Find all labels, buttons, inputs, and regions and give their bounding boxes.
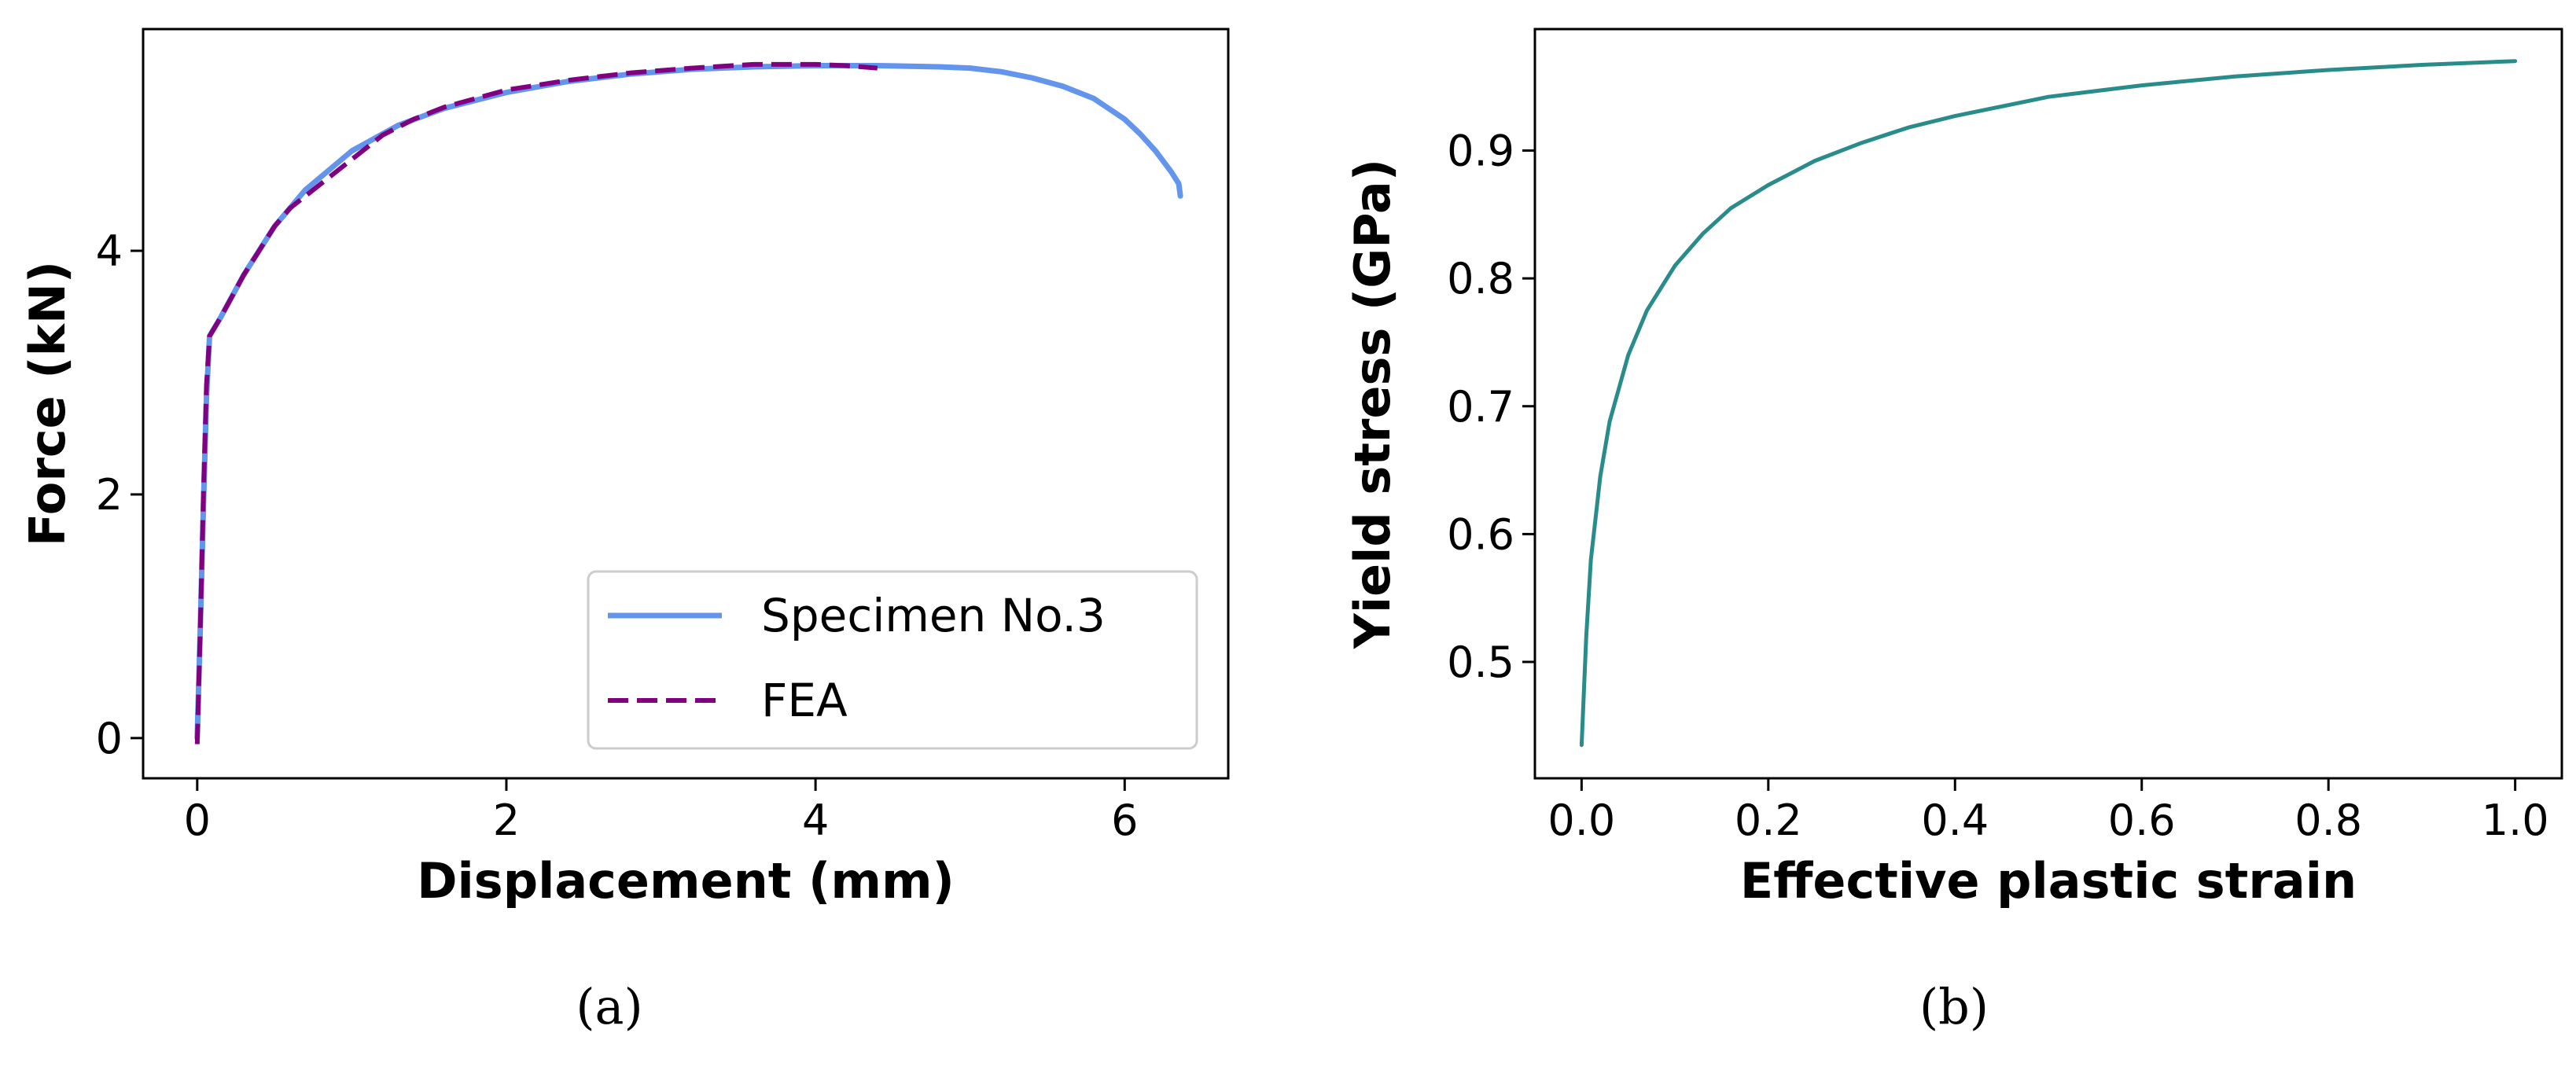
- x-axis-label: Displacement (mm): [417, 852, 955, 910]
- y-tick-label: 0.6: [1447, 509, 1514, 559]
- x-tick-label: 0.0: [1547, 796, 1615, 845]
- x-tick-label: 6: [1111, 796, 1138, 845]
- x-tick-label: 0.8: [2294, 796, 2362, 845]
- legend-entry: FEA: [761, 674, 848, 727]
- x-tick-label: 0.2: [1735, 796, 1802, 845]
- x-tick-label: 0: [184, 796, 211, 845]
- x-tick-label: 1.0: [2482, 796, 2549, 845]
- y-tick-label: 4: [96, 226, 123, 276]
- chart-b-yield-stress-strain: 0.0 0.2 0.4 0.6 0.8 1.0 0.5 0.6 0.7 0.8 0.9 Effecti…: [1344, 28, 2563, 1035]
- legend-box: [587, 570, 1198, 750]
- subfigure-caption: (b): [1919, 978, 1989, 1035]
- x-axis-label: Effective plastic strain: [1740, 852, 2357, 910]
- y-tick-label: 0.9: [1447, 126, 1514, 175]
- x-tick-label: 0.4: [1921, 796, 1989, 845]
- legend: Specimen No.3 FEA: [587, 570, 1198, 750]
- chart-a-force-displacement: 0 2 4 6 0 2 4 Displacement (mm) Force (kN) (a) Spe…: [19, 28, 1230, 1035]
- y-tick-label: 0: [96, 714, 123, 763]
- plot-frame: [1533, 28, 2563, 780]
- y-axis-label: Yield stress (GPa): [1344, 159, 1401, 649]
- x-tick-label: 4: [802, 796, 829, 845]
- y-tick-label: 2: [96, 470, 123, 520]
- y-tick-label: 0.8: [1447, 254, 1514, 303]
- subfigure-caption: (a): [576, 978, 642, 1035]
- x-tick-label: 0.6: [2108, 796, 2176, 845]
- legend-entry: Specimen No.3: [761, 589, 1106, 642]
- y-tick-label: 0.7: [1447, 382, 1514, 432]
- y-axis-label: Force (kN): [19, 261, 76, 546]
- series-line-fea: [194, 61, 878, 744]
- series-line-yield-curve: [1579, 59, 2518, 748]
- y-tick-label: 0.5: [1447, 638, 1514, 687]
- x-tick-label: 2: [493, 796, 520, 845]
- plot-frame: [142, 28, 1230, 780]
